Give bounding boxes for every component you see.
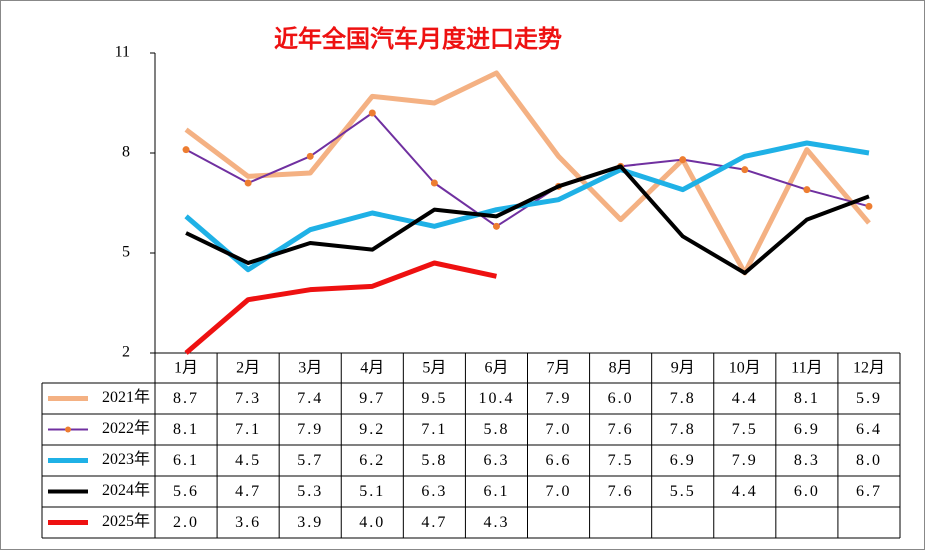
table-value: 6.4 — [856, 421, 882, 438]
x-tick-label: 6月 — [484, 360, 508, 377]
table-value: 2.0 — [173, 514, 199, 531]
table-value: 4.5 — [235, 452, 261, 469]
table-value: 3.9 — [297, 514, 323, 531]
x-tick-label: 3月 — [298, 360, 322, 377]
x-tick-label: 11月 — [791, 360, 822, 377]
series-marker — [368, 109, 376, 117]
x-tick-label: 10月 — [729, 360, 761, 377]
table-value: 6.9 — [670, 452, 696, 469]
legend-label: 2022年 — [102, 419, 150, 437]
series-line — [184, 70, 871, 276]
table-value: 5.8 — [483, 421, 509, 438]
table-value: 4.4 — [732, 390, 758, 407]
y-tick-label: 11 — [115, 44, 130, 61]
table-value: 4.7 — [235, 483, 261, 500]
table-value: 6.6 — [546, 452, 572, 469]
table-value: 7.5 — [608, 452, 634, 469]
table-value: 5.7 — [297, 452, 323, 469]
table-value: 5.9 — [856, 390, 882, 407]
y-tick-label: 5 — [122, 244, 130, 261]
table-value: 3.6 — [235, 514, 261, 531]
table-value: 7.9 — [732, 452, 758, 469]
table-value: 5.5 — [670, 483, 696, 500]
series-marker — [492, 222, 500, 230]
x-tick-label: 4月 — [360, 360, 384, 377]
legend-label: 2023年 — [102, 450, 150, 468]
table-value: 9.5 — [421, 390, 447, 407]
table-value: 5.1 — [359, 483, 385, 500]
series-marker — [865, 202, 873, 210]
table-value: 8.1 — [794, 390, 820, 407]
table-value: 7.6 — [608, 421, 634, 438]
table-value: 7.9 — [297, 421, 323, 438]
table-value: 7.5 — [732, 421, 758, 438]
table-value: 4.0 — [359, 514, 385, 531]
chart-title: 近年全国汽车月度进口走势 — [274, 25, 562, 53]
series-marker — [803, 186, 811, 194]
table-value: 6.3 — [421, 483, 447, 500]
table-value: 8.3 — [794, 452, 820, 469]
y-tick-label: 2 — [122, 344, 130, 361]
x-tick-label: 8月 — [609, 360, 633, 377]
table-value: 5.3 — [297, 483, 323, 500]
series-marker — [679, 156, 687, 164]
table-value: 6.7 — [856, 483, 882, 500]
table-value: 7.1 — [235, 421, 261, 438]
table-value: 6.0 — [608, 390, 634, 407]
table-value: 7.3 — [235, 390, 261, 407]
table-value: 4.7 — [421, 514, 447, 531]
table-value: 7.4 — [297, 390, 323, 407]
x-tick-label: 2月 — [236, 360, 260, 377]
table-value: 7.0 — [546, 421, 572, 438]
series-line — [184, 140, 870, 273]
series-marker — [430, 179, 438, 187]
table-value: 10.4 — [478, 390, 514, 407]
x-tick-label: 12月 — [853, 360, 885, 377]
series-marker — [182, 146, 190, 154]
table-value: 6.2 — [359, 452, 385, 469]
table-value: 7.9 — [546, 390, 572, 407]
table-value: 4.4 — [732, 483, 758, 500]
x-tick-label: 7月 — [547, 360, 571, 377]
series-marker — [741, 166, 749, 174]
series-line — [185, 164, 870, 275]
legend-label: 2021年 — [102, 388, 150, 406]
x-tick-label: 5月 — [422, 360, 446, 377]
table-value: 5.8 — [421, 452, 447, 469]
table-value: 8.7 — [173, 390, 199, 407]
table-value: 5.6 — [173, 483, 199, 500]
legend-label: 2025年 — [102, 512, 150, 530]
table-value: 4.3 — [483, 514, 509, 531]
table-value: 9.2 — [359, 421, 385, 438]
table-value: 8.0 — [856, 452, 882, 469]
x-tick-label: 9月 — [671, 360, 695, 377]
legend-marker — [65, 426, 71, 433]
table-value: 7.0 — [546, 483, 572, 500]
table-value: 9.7 — [359, 390, 385, 407]
x-tick-label: 1月 — [174, 360, 198, 377]
table-value: 7.8 — [670, 390, 696, 407]
table-value: 7.8 — [670, 421, 696, 438]
table-value: 6.0 — [794, 483, 820, 500]
table-value: 7.1 — [421, 421, 447, 438]
table-value: 6.1 — [483, 483, 509, 500]
table-value: 6.1 — [173, 452, 199, 469]
series-marker — [244, 179, 252, 187]
table-value: 7.6 — [608, 483, 634, 500]
table-value: 6.9 — [794, 421, 820, 438]
y-tick-label: 8 — [122, 144, 130, 161]
legend-label: 2024年 — [102, 481, 150, 499]
table-value: 6.3 — [483, 452, 509, 469]
series-line — [184, 260, 497, 355]
series-marker — [306, 152, 314, 160]
table-value: 8.1 — [173, 421, 199, 438]
